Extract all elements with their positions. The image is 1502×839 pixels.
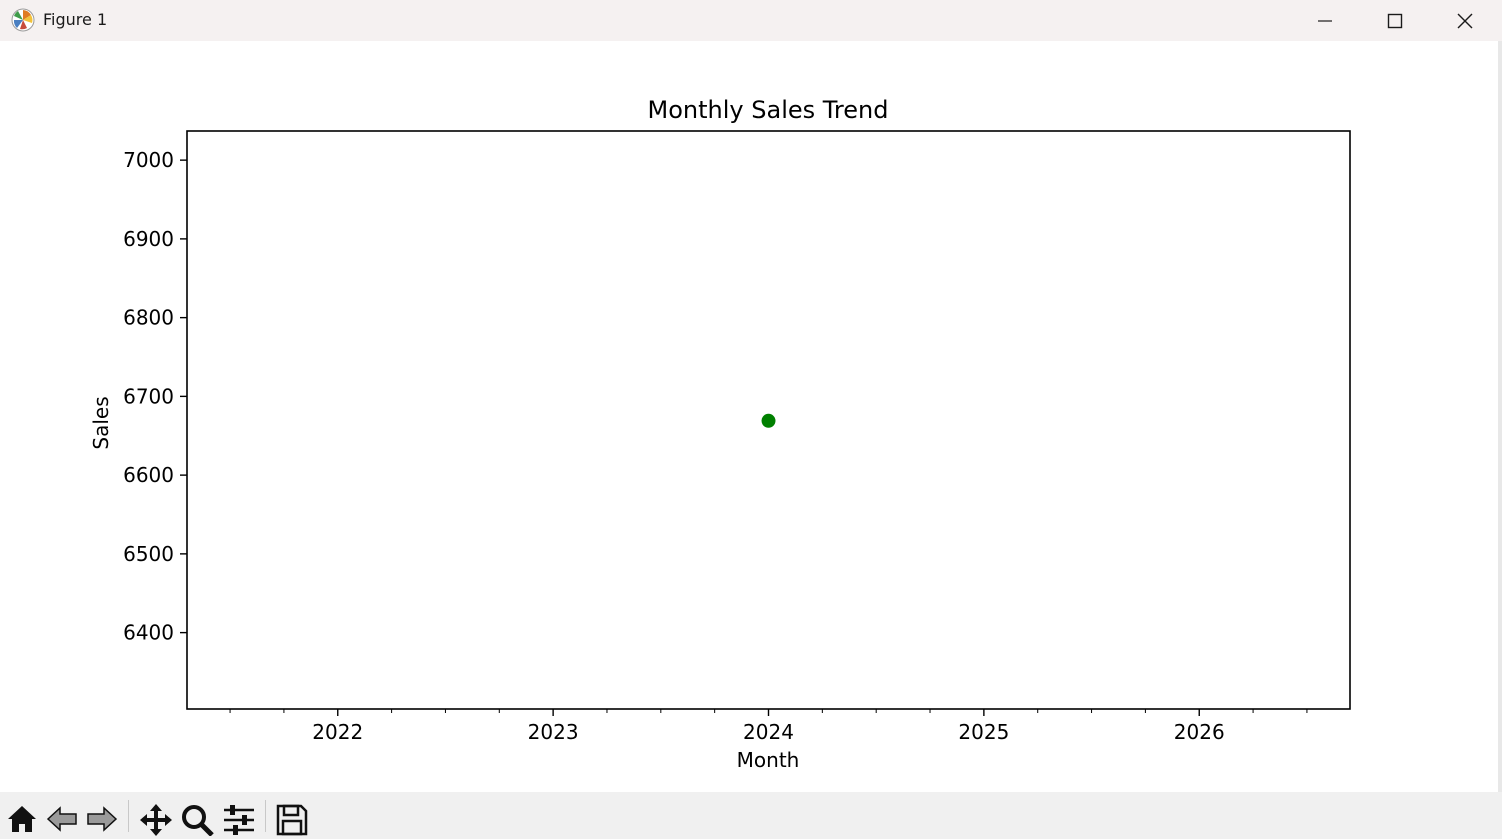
minimize-button[interactable] bbox=[1290, 0, 1360, 41]
close-button[interactable] bbox=[1430, 0, 1500, 41]
y-axis: 6400 6500 6600 6700 6800 6900 7000 bbox=[123, 148, 187, 645]
save-icon[interactable] bbox=[276, 804, 308, 836]
window-titlebar: Figure 1 bbox=[0, 0, 1502, 41]
data-point bbox=[761, 413, 776, 428]
y-tick-label: 6700 bbox=[123, 384, 174, 408]
figure-canvas[interactable]: Monthly Sales Trend 2022 2023 2024 2025 2026… bbox=[0, 41, 1502, 792]
x-axis-minor-ticks bbox=[229, 709, 1308, 713]
back-arrow-icon[interactable] bbox=[46, 804, 78, 834]
y-tick-label: 6500 bbox=[123, 542, 174, 566]
home-icon[interactable] bbox=[6, 804, 38, 834]
maximize-button[interactable] bbox=[1360, 0, 1430, 41]
y-tick-label: 7000 bbox=[123, 148, 174, 172]
pan-icon[interactable] bbox=[138, 804, 174, 836]
x-tick-label: 2022 bbox=[312, 720, 363, 744]
toolbar-separator bbox=[265, 800, 266, 832]
y-axis-label: Sales bbox=[89, 396, 113, 449]
x-tick-label: 2025 bbox=[958, 720, 1009, 744]
scatter-chart[interactable]: Monthly Sales Trend 2022 2023 2024 2025 2026… bbox=[0, 41, 1502, 792]
chart-title: Monthly Sales Trend bbox=[648, 96, 889, 124]
toolbar-separator bbox=[128, 800, 129, 832]
y-tick-label: 6800 bbox=[123, 306, 174, 330]
matplotlib-logo-icon bbox=[11, 8, 35, 32]
x-axis: 2022 2023 2024 2025 2026 bbox=[312, 709, 1225, 744]
zoom-icon[interactable] bbox=[181, 804, 215, 836]
close-icon bbox=[1457, 13, 1473, 29]
y-tick-label: 6600 bbox=[123, 463, 174, 487]
maximize-icon bbox=[1387, 13, 1403, 29]
minimize-icon bbox=[1318, 20, 1332, 22]
forward-arrow-icon[interactable] bbox=[86, 804, 118, 834]
x-tick-label: 2023 bbox=[528, 720, 579, 744]
data-points bbox=[761, 413, 776, 428]
window-title: Figure 1 bbox=[43, 10, 108, 29]
y-tick-label: 6400 bbox=[123, 621, 174, 645]
configure-subplots-icon[interactable] bbox=[222, 804, 256, 836]
navigation-toolbar bbox=[0, 792, 1502, 839]
x-axis-label: Month bbox=[737, 748, 800, 772]
x-tick-label: 2026 bbox=[1174, 720, 1225, 744]
window-border bbox=[1498, 41, 1502, 792]
x-tick-label: 2024 bbox=[743, 720, 794, 744]
y-tick-label: 6900 bbox=[123, 227, 174, 251]
